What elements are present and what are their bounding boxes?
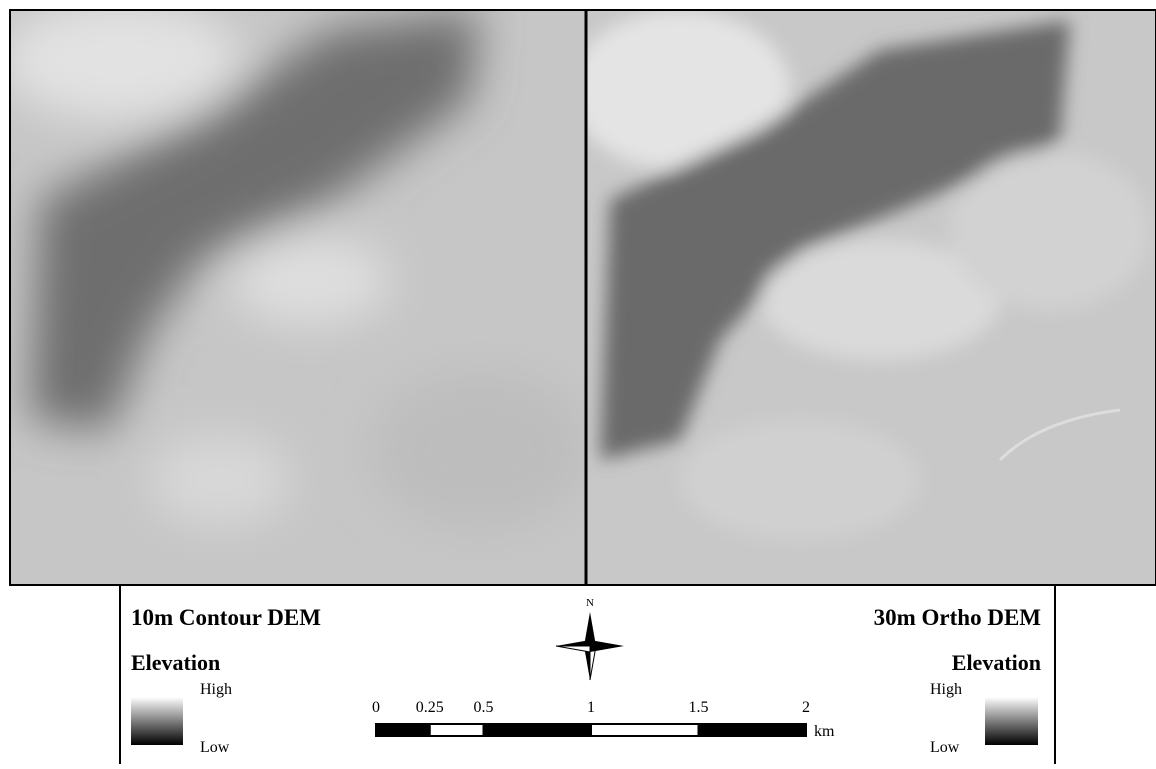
legend-title: Elevation	[952, 650, 1041, 675]
legend-frame	[119, 584, 1056, 764]
map-title: 30m Ortho DEM	[874, 605, 1042, 630]
dem-left	[10, 10, 586, 585]
map-title: 10m Contour DEM	[131, 605, 321, 630]
scale-label: 2	[802, 699, 810, 716]
high-label: High	[200, 681, 232, 698]
scale-segment	[375, 723, 431, 737]
scale-label: 0.5	[474, 699, 494, 716]
scale-label: 0.25	[416, 699, 444, 716]
scale-bar: 0 0.25 0.5 1 1.5 2km	[372, 699, 835, 740]
north-label: N	[586, 597, 594, 609]
scale-label: 1.5	[689, 699, 709, 716]
scale-label: 1	[587, 699, 595, 716]
low-label: Low	[930, 739, 960, 756]
scale-label: 0	[372, 699, 380, 716]
legend-title: Elevation	[131, 650, 220, 675]
scale-segment	[590, 723, 700, 737]
scale-segment	[428, 723, 485, 737]
elevation-ramp	[131, 697, 183, 745]
elevation-ramp	[985, 697, 1038, 745]
dem-right	[586, 10, 1156, 585]
low-label: Low	[200, 739, 230, 756]
scale-unit: km	[814, 723, 835, 740]
scale-segment	[697, 723, 807, 737]
north-arrow: N	[555, 597, 624, 681]
scale-segment	[482, 723, 592, 737]
high-label: High	[930, 681, 962, 698]
